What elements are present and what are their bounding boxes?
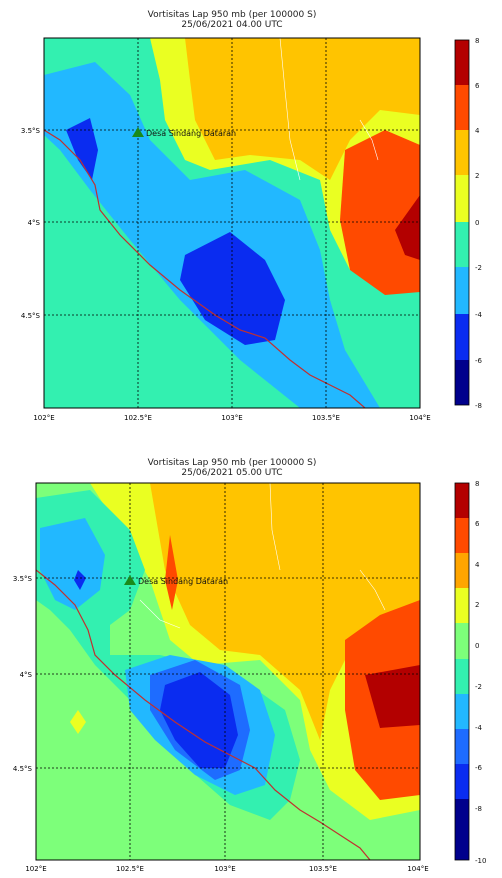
y-tick-label: 4°S [28, 219, 41, 227]
graticule [44, 38, 420, 408]
colorbar-tick-label: -8 [475, 805, 482, 813]
x-tick-label: 103°E [214, 865, 235, 873]
colorbar-tick-label: 0 [475, 219, 479, 227]
colorbar-tick-label: 2 [475, 172, 479, 180]
x-tick-label: 103.5°E [309, 865, 337, 873]
location-marker-icon [132, 127, 144, 137]
colorbar-tick-label: 4 [475, 561, 480, 569]
colorbar-tick-label: -2 [475, 683, 482, 691]
map-panel-0400: Vortisitas Lap 950 mb (per 100000 S) 25/… [0, 0, 502, 430]
map-panel-0500: Vortisitas Lap 950 mb (per 100000 S) 25/… [0, 450, 502, 878]
map-title-line2: 25/06/2021 04.00 UTC [181, 20, 283, 30]
map-title: Vortisitas Lap 950 mb (per 100000 S) 25/… [0, 458, 464, 478]
y-tick-label: 4.5°S [21, 312, 41, 320]
x-tick-label: 104°E [409, 414, 430, 422]
colorbar-tick-label: -6 [475, 764, 483, 772]
marker-label: Desa Sindang Dataran [146, 129, 236, 138]
colorbar-tick-label: 6 [475, 520, 480, 528]
x-tick-label: 102.5°E [116, 865, 144, 873]
colorbar-tick-label: 4 [475, 127, 480, 135]
marker-label: Desa Sindang Dataran [138, 577, 228, 586]
x-tick-label: 102.5°E [124, 414, 152, 422]
vorticity-map: Desa Sindang Dataran 3.5°S 4°S 4.5°S 102… [13, 480, 487, 873]
graticule [36, 483, 420, 860]
location-marker-icon [124, 575, 136, 585]
x-tick-label: 104°E [407, 865, 428, 873]
colorbar [454, 482, 470, 861]
y-tick-label: 4°S [20, 671, 33, 679]
vorticity-map: Desa Sindang Dataran 3.5°S 4°S 4.5°S 102… [21, 37, 483, 422]
x-tick-label: 103°E [221, 414, 242, 422]
map-title-line2: 25/06/2021 05.00 UTC [181, 468, 283, 478]
map-title-line1: Vortisitas Lap 950 mb (per 100000 S) [147, 458, 317, 468]
map-title: Vortisitas Lap 950 mb (per 100000 S) 25/… [0, 10, 464, 30]
colorbar-tick-label: 8 [475, 480, 479, 488]
colorbar-tick-label: 2 [475, 601, 479, 609]
colorbar-tick-label: -8 [475, 402, 482, 410]
map-title-line1: Vortisitas Lap 950 mb (per 100000 S) [147, 10, 317, 20]
map-frame [43, 37, 421, 409]
colorbar-tick-label: -6 [475, 357, 483, 365]
colorbar-tick-label: -4 [475, 311, 483, 319]
colorbar-tick-label: -10 [475, 857, 486, 865]
map-frame [35, 482, 421, 861]
colorbar-tick-label: 6 [475, 82, 480, 90]
colorbar-tick-label: 8 [475, 37, 479, 45]
contour-fill [36, 483, 420, 860]
x-tick-label: 102°E [33, 414, 54, 422]
x-tick-label: 103.5°E [312, 414, 340, 422]
colorbar [454, 39, 470, 406]
colorbar-tick-label: -2 [475, 264, 482, 272]
colorbar-tick-label: -4 [475, 724, 483, 732]
y-tick-label: 4.5°S [13, 765, 33, 773]
colorbar-tick-label: 0 [475, 642, 479, 650]
y-tick-label: 3.5°S [13, 575, 33, 583]
x-tick-label: 102°E [25, 865, 46, 873]
y-tick-label: 3.5°S [21, 127, 41, 135]
